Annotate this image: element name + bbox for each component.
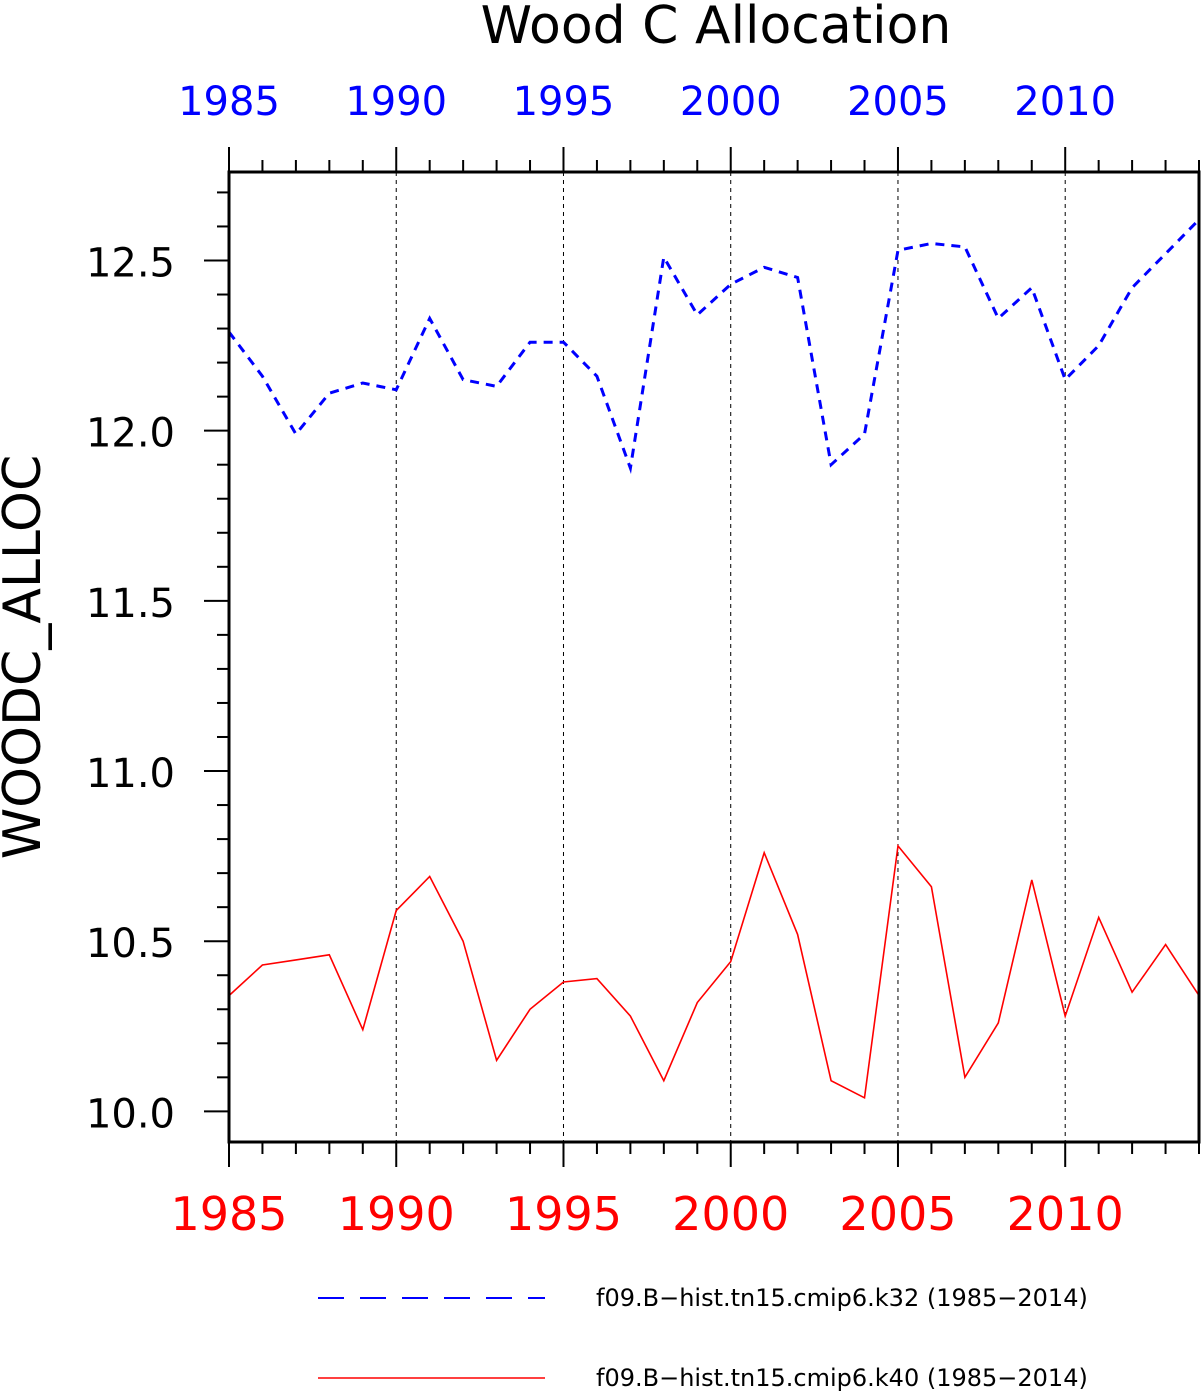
vertical-grid: [395, 172, 1066, 1142]
top-x-tick-label: 1985: [178, 79, 280, 125]
series-lines: [229, 218, 1199, 1100]
bottom-x-tick-label: 2005: [839, 1187, 956, 1241]
top-x-tick-label: 1995: [513, 79, 615, 125]
y-tick-label: 10.0: [86, 1091, 175, 1137]
top-x-tick-label: 2010: [1014, 79, 1116, 125]
y-tick-label: 11.5: [86, 581, 175, 627]
legend-label-1: f09.B−hist.tn15.cmip6.k40 (1985−2014): [596, 1364, 1088, 1392]
series-line-0: [229, 218, 1199, 475]
y-tick-label: 11.0: [86, 751, 175, 797]
plot-frame: [227, 170, 1201, 1144]
legend: f09.B−hist.tn15.cmip6.k32 (1985−2014) f09…: [318, 1284, 1088, 1392]
top-x-tick-label: 2000: [680, 79, 782, 125]
tick-labels: 10.0 10.5 11.0 11.5 12.0 12.5 1985 1990 1995 2000…: [86, 79, 1124, 1241]
axis-ticks: [204, 147, 1200, 1167]
series-line-1: [229, 843, 1199, 1100]
bottom-x-tick-label: 2000: [672, 1187, 789, 1241]
bottom-x-tick-label: 2010: [1007, 1187, 1124, 1241]
y-axis-label: WOODC_ALLOC: [0, 455, 53, 860]
legend-label-0: f09.B−hist.tn15.cmip6.k32 (1985−2014): [596, 1284, 1088, 1312]
y-tick-label: 12.5: [86, 240, 175, 286]
top-x-tick-label: 1990: [345, 79, 447, 125]
y-tick-label: 10.5: [86, 921, 175, 967]
y-tick-label: 12.0: [86, 411, 175, 457]
bottom-x-tick-label: 1985: [170, 1187, 287, 1241]
top-x-tick-label: 2005: [847, 79, 949, 125]
chart-title: Wood C Allocation: [481, 0, 952, 56]
bottom-x-tick-label: 1990: [338, 1187, 455, 1241]
bottom-x-tick-label: 1995: [505, 1187, 622, 1241]
